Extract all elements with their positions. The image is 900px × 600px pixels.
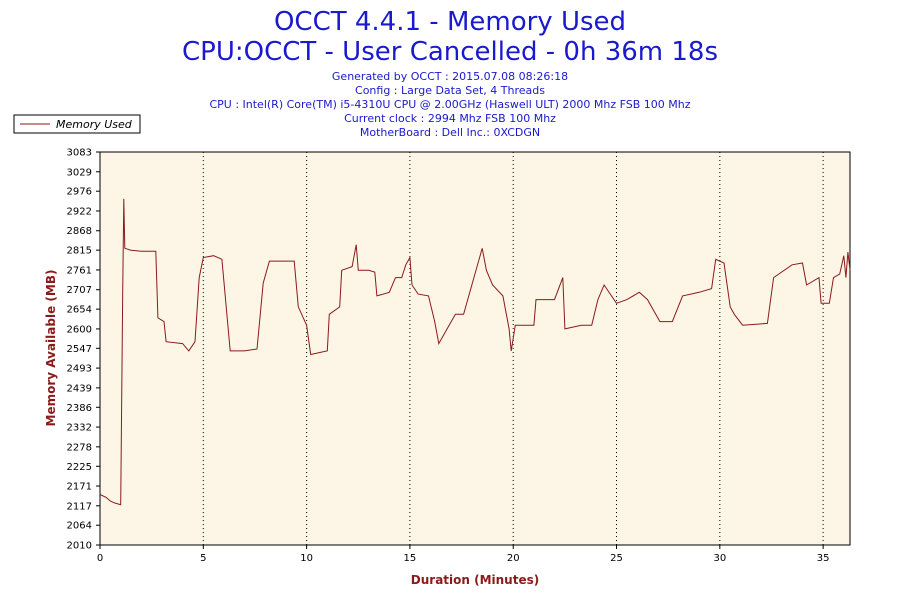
- y-tick-label: 2922: [67, 206, 92, 217]
- y-tick-label: 3083: [67, 148, 92, 159]
- x-tick-label: 20: [507, 553, 520, 564]
- y-tick-label: 2493: [67, 364, 92, 375]
- y-tick-label: 2815: [67, 246, 92, 257]
- x-tick-label: 5: [200, 553, 206, 564]
- y-axis-title: Memory Available (MB): [44, 270, 58, 427]
- chart-title-line1: OCCT 4.4.1 - Memory Used: [274, 7, 626, 37]
- y-tick-label: 2332: [67, 423, 92, 434]
- info-generated: Generated by OCCT : 2015.07.08 08:26:18: [332, 70, 568, 83]
- y-tick-label: 2600: [67, 324, 92, 335]
- y-axis: 3083 3029 2976 2922 2868 2815 2761 2707 2654 2600…: [67, 148, 100, 552]
- y-tick-label: 3029: [67, 167, 92, 178]
- y-tick-label: 2010: [67, 541, 92, 552]
- legend-label: Memory Used: [56, 118, 133, 131]
- x-axis: 0 5 10 15 20 25 30 35: [97, 545, 830, 564]
- x-tick-label: 15: [404, 553, 417, 564]
- y-tick-label: 2225: [67, 462, 92, 473]
- y-tick-label: 2976: [67, 187, 92, 198]
- series-line-memory-used: [99, 198, 851, 506]
- y-tick-label: 2868: [67, 226, 92, 237]
- info-config: Config : Large Data Set, 4 Threads: [355, 84, 545, 97]
- info-current-clock: Current clock : 2994 Mhz FSB 100 Mhz: [344, 112, 556, 125]
- x-tick-label: 10: [300, 553, 313, 564]
- y-tick-label: 2064: [67, 521, 92, 532]
- y-tick-label: 2707: [67, 285, 92, 296]
- legend-box: [13, 114, 141, 134]
- y-tick-label: 2654: [67, 305, 92, 316]
- x-tick-label: 25: [610, 553, 623, 564]
- x-tick-label: 0: [97, 553, 103, 564]
- y-tick-label: 2171: [67, 482, 92, 493]
- y-tick-label: 2761: [67, 265, 92, 276]
- x-tick-label: 35: [817, 553, 830, 564]
- grid: [202, 152, 824, 545]
- info-motherboard: MotherBoard : Dell Inc.: 0XCDGN: [360, 126, 540, 139]
- y-tick-label: 2278: [67, 442, 92, 453]
- y-tick-label: 2386: [67, 403, 92, 414]
- x-tick-label: 30: [713, 553, 726, 564]
- x-axis-title: Duration (Minutes): [411, 573, 539, 587]
- y-tick-label: 2117: [67, 501, 92, 512]
- info-cpu: CPU : Intel(R) Core(TM) i5-4310U CPU @ 2…: [209, 98, 690, 111]
- y-tick-label: 2439: [67, 383, 92, 394]
- legend: Memory Used: [13, 114, 141, 134]
- plot-area: [99, 151, 851, 546]
- y-tick-label: 2547: [67, 344, 92, 355]
- chart-title-line2: CPU:OCCT - User Cancelled - 0h 36m 18s: [182, 37, 718, 67]
